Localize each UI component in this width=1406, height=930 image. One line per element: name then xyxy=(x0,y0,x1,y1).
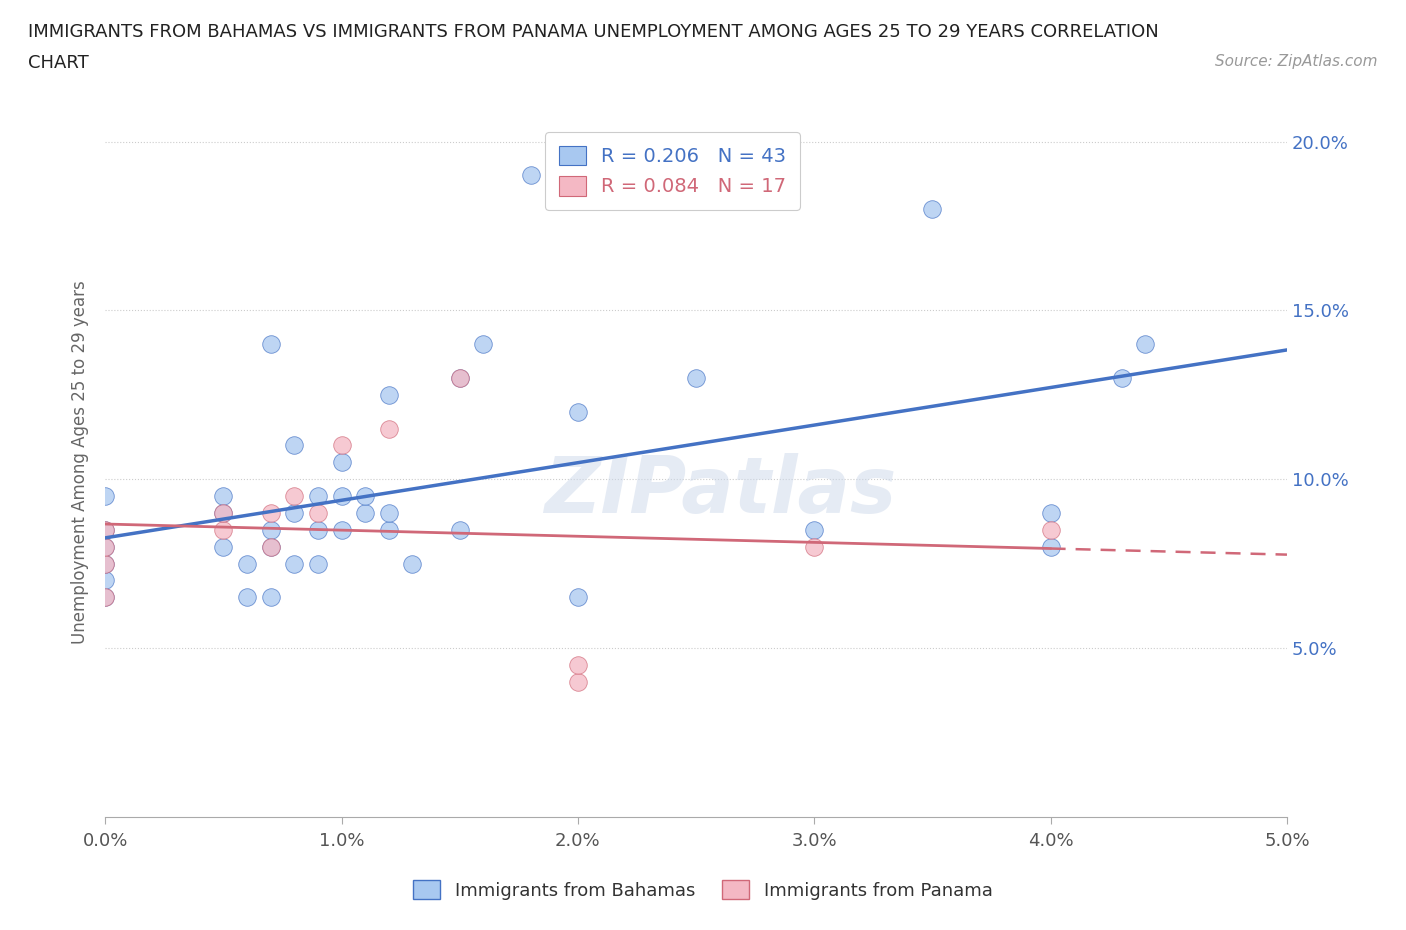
Point xyxy=(378,523,401,538)
Point xyxy=(260,337,283,352)
Text: IMMIGRANTS FROM BAHAMAS VS IMMIGRANTS FROM PANAMA UNEMPLOYMENT AMONG AGES 25 TO : IMMIGRANTS FROM BAHAMAS VS IMMIGRANTS FR… xyxy=(28,23,1159,41)
Point xyxy=(330,455,353,470)
Point xyxy=(94,573,117,588)
Point xyxy=(94,556,117,571)
Point xyxy=(94,539,117,554)
Point xyxy=(519,168,541,183)
Point xyxy=(307,488,329,503)
Point xyxy=(330,488,353,503)
Point xyxy=(94,488,117,503)
Point xyxy=(567,674,589,689)
Point xyxy=(378,388,401,403)
Point xyxy=(330,523,353,538)
Point xyxy=(449,370,471,385)
Point xyxy=(94,590,117,604)
Legend: R = 0.206   N = 43, R = 0.084   N = 17: R = 0.206 N = 43, R = 0.084 N = 17 xyxy=(546,132,800,210)
Point xyxy=(449,370,471,385)
Point xyxy=(283,556,305,571)
Point xyxy=(94,590,117,604)
Point xyxy=(803,539,825,554)
Point xyxy=(283,438,305,453)
Point xyxy=(283,488,305,503)
Point xyxy=(260,506,283,521)
Point xyxy=(212,539,235,554)
Point xyxy=(260,539,283,554)
Y-axis label: Unemployment Among Ages 25 to 29 years: Unemployment Among Ages 25 to 29 years xyxy=(72,281,89,644)
Point xyxy=(1039,506,1062,521)
Point xyxy=(1133,337,1156,352)
Point xyxy=(260,523,283,538)
Point xyxy=(283,506,305,521)
Point xyxy=(212,523,235,538)
Point xyxy=(94,539,117,554)
Point xyxy=(330,438,353,453)
Point xyxy=(354,488,377,503)
Point xyxy=(307,523,329,538)
Point xyxy=(236,590,259,604)
Point xyxy=(212,506,235,521)
Point xyxy=(236,556,259,571)
Point xyxy=(307,506,329,521)
Point xyxy=(94,523,117,538)
Point xyxy=(567,405,589,419)
Point xyxy=(378,421,401,436)
Point xyxy=(94,556,117,571)
Point xyxy=(921,202,943,217)
Point xyxy=(1111,370,1133,385)
Text: CHART: CHART xyxy=(28,54,89,72)
Point xyxy=(354,506,377,521)
Point xyxy=(685,370,707,385)
Point xyxy=(401,556,423,571)
Point xyxy=(212,488,235,503)
Legend: Immigrants from Bahamas, Immigrants from Panama: Immigrants from Bahamas, Immigrants from… xyxy=(406,873,1000,907)
Point xyxy=(94,523,117,538)
Point xyxy=(307,556,329,571)
Point xyxy=(378,506,401,521)
Point xyxy=(567,658,589,672)
Point xyxy=(567,590,589,604)
Point xyxy=(803,523,825,538)
Point xyxy=(260,539,283,554)
Text: Source: ZipAtlas.com: Source: ZipAtlas.com xyxy=(1215,54,1378,69)
Point xyxy=(449,523,471,538)
Text: ZIPatlas: ZIPatlas xyxy=(544,453,896,528)
Point xyxy=(1039,523,1062,538)
Point xyxy=(1039,539,1062,554)
Point xyxy=(472,337,495,352)
Point xyxy=(212,506,235,521)
Point xyxy=(260,590,283,604)
